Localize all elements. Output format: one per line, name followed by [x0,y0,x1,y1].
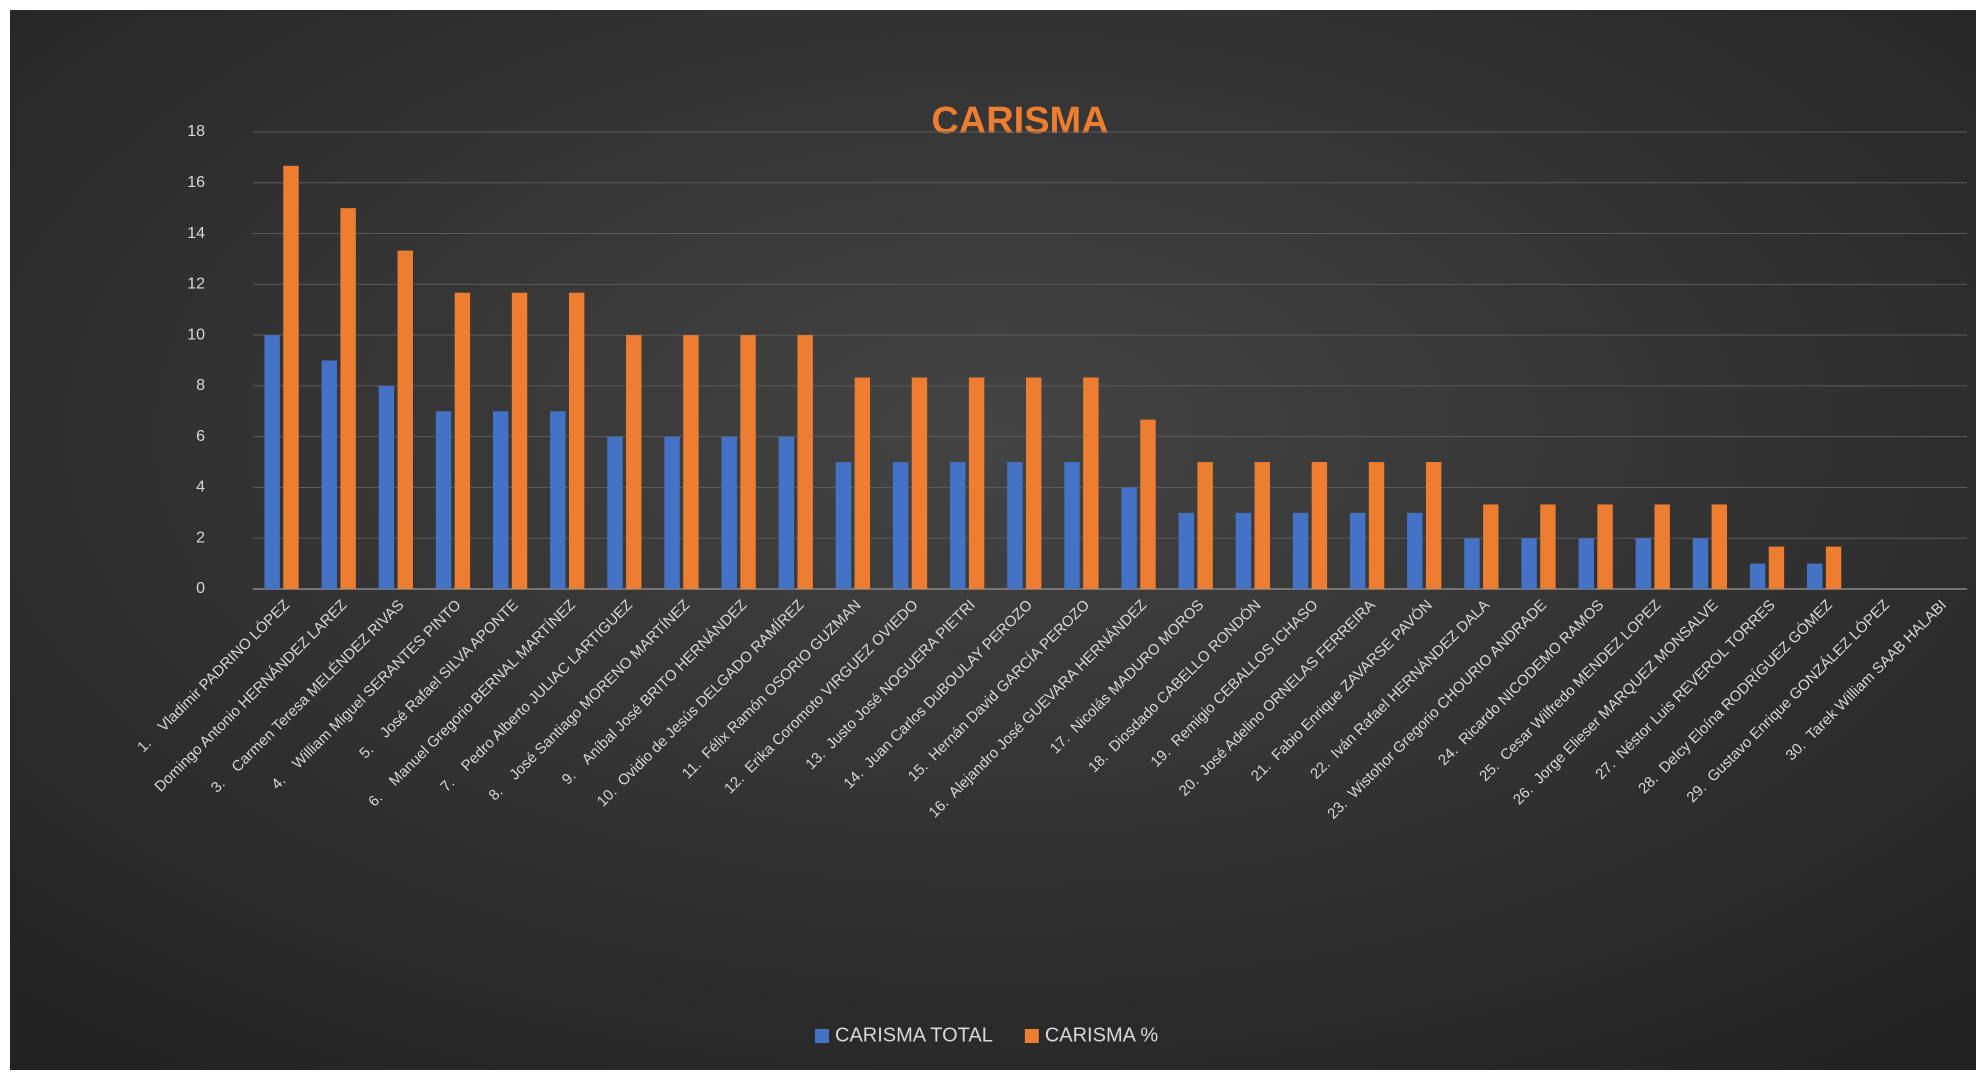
bar [1368,462,1385,589]
bar [1292,512,1309,589]
bar [1768,546,1785,589]
bar [740,335,756,589]
bar [626,335,642,589]
bar [492,411,509,589]
bar [1711,504,1728,589]
bar [1026,377,1042,589]
y-tick-label: 10 [187,326,205,343]
bar [1197,462,1213,589]
bar [835,462,852,589]
y-tick-label: 0 [196,580,205,597]
y-tick-label: 12 [187,276,205,293]
bar [264,335,280,589]
y-tick-label: 4 [196,479,205,496]
y-tick-label: 18 [187,123,205,140]
bar [1578,538,1594,589]
bar [1425,462,1442,589]
bar [397,250,413,590]
bar [1483,504,1499,589]
bar [1540,504,1556,589]
y-tick-label: 6 [196,428,205,445]
bar [683,335,699,589]
y-tick-label: 14 [187,225,205,242]
legend-label: CARISMA TOTAL [835,1024,993,1046]
bar [1311,462,1328,589]
bar [1654,504,1670,589]
bar [721,436,737,589]
bar [1064,462,1080,589]
bar [283,165,299,590]
bar [550,411,566,589]
bar [511,292,528,589]
bar [435,411,452,589]
bar [911,377,928,589]
bar [1692,538,1709,589]
bar [340,208,356,589]
bar [1140,419,1156,589]
y-tick-label: 8 [196,377,205,394]
bar [321,360,337,589]
bar [854,377,871,589]
bar [1464,538,1480,589]
bar [778,436,795,589]
legend-swatch [815,1029,829,1043]
bar [1235,512,1252,589]
bar [1254,462,1270,589]
y-tick-label: 2 [196,529,205,546]
bar [1007,462,1023,589]
bar [1635,538,1652,589]
bar [607,436,623,589]
bar [1521,538,1537,589]
bar [1807,563,1823,589]
bar [378,385,395,589]
bar [1597,504,1613,589]
bar [568,292,585,589]
bar [454,292,471,589]
bar [892,462,909,589]
bar [968,377,985,589]
chart-background [10,10,1976,1070]
bar [664,436,680,589]
legend-label: CARISMA % [1045,1024,1159,1046]
bar [950,462,966,589]
bar [1825,546,1842,589]
bar [1121,487,1137,589]
chart-title: CARISMA [931,100,1108,142]
bar [1749,563,1766,589]
bar [1349,512,1366,589]
y-tick-label: 16 [187,174,205,191]
legend-swatch [1024,1029,1039,1043]
bar [1178,512,1194,589]
bar [797,335,813,589]
bar [1407,512,1423,589]
bar [1083,377,1099,589]
